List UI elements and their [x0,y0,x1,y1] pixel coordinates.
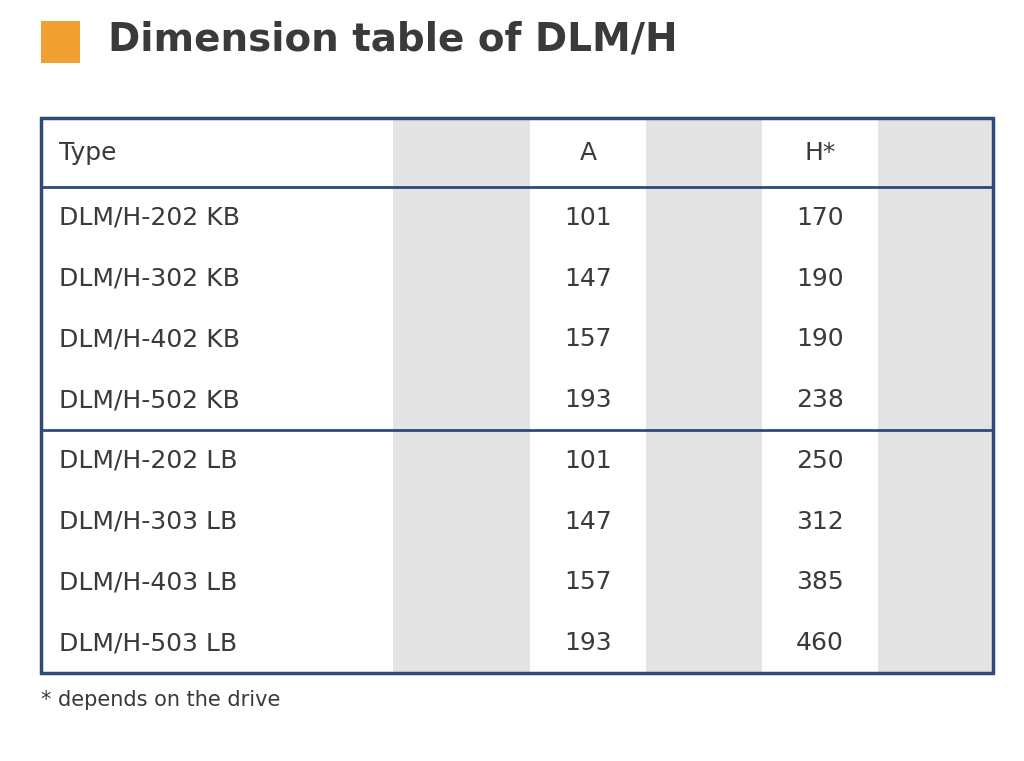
Text: 990: 990 [911,388,959,412]
Text: mm: mm [437,570,486,594]
Text: 312: 312 [796,510,844,533]
Text: unit: unit [437,141,486,164]
Text: 1200: 1200 [903,449,968,473]
Text: DLM/H-402 KB: DLM/H-402 KB [59,327,241,352]
Text: H*: H* [804,141,836,164]
Text: mm: mm [437,388,486,412]
Text: 193: 193 [564,631,612,655]
Text: DLM/H-302 KB: DLM/H-302 KB [59,266,241,291]
Text: L*: L* [923,141,948,164]
Text: 190: 190 [796,266,844,291]
Text: Type: Type [59,141,117,164]
Text: 205: 205 [680,327,728,352]
Text: DLM/H-403 LB: DLM/H-403 LB [59,570,238,594]
Text: 157: 157 [564,327,612,352]
Text: A: A [580,141,597,164]
Text: mm: mm [437,449,486,473]
Text: Dimension table of DLM/H: Dimension table of DLM/H [108,21,677,59]
Text: B: B [695,141,713,164]
Text: mm: mm [437,510,486,533]
Text: 157: 157 [564,570,612,594]
Text: 175: 175 [680,266,728,291]
Text: mm: mm [437,327,486,352]
Text: 155: 155 [680,449,728,473]
Text: 244: 244 [680,388,728,412]
Text: 822: 822 [911,327,959,352]
Text: DLM/H-303 LB: DLM/H-303 LB [59,510,238,533]
Text: 170: 170 [796,205,844,230]
Text: 101: 101 [564,449,612,473]
Text: 580: 580 [911,205,959,230]
Text: 175: 175 [680,510,728,533]
Text: DLM/H-502 KB: DLM/H-502 KB [59,388,241,412]
Text: 147: 147 [564,510,612,533]
Text: 1600: 1600 [903,570,968,594]
Text: 1500: 1500 [904,510,967,533]
Text: mm: mm [437,631,486,655]
Text: 460: 460 [796,631,844,655]
Text: 238: 238 [796,388,844,412]
Text: * depends on the drive: * depends on the drive [41,690,281,710]
Text: 193: 193 [564,388,612,412]
Text: 755: 755 [911,266,959,291]
Text: 147: 147 [564,266,612,291]
Text: mm: mm [437,266,486,291]
Text: mm: mm [437,205,486,230]
Text: 250: 250 [796,449,844,473]
Text: 205: 205 [680,570,728,594]
Text: DLM/H-202 LB: DLM/H-202 LB [59,449,238,473]
Text: 385: 385 [796,570,844,594]
Text: DLM/H-202 KB: DLM/H-202 KB [59,205,241,230]
Text: 190: 190 [796,327,844,352]
Text: 1800: 1800 [903,631,968,655]
Text: DLM/H-503 LB: DLM/H-503 LB [59,631,238,655]
Text: 244: 244 [680,631,728,655]
Text: 101: 101 [564,205,612,230]
Text: 155: 155 [680,205,728,230]
